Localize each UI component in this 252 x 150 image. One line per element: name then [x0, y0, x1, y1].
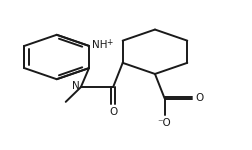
- Text: O: O: [109, 107, 117, 117]
- Text: ⁻O: ⁻O: [158, 118, 171, 128]
- Text: +: +: [106, 38, 112, 47]
- Text: O: O: [196, 93, 204, 103]
- Text: N: N: [72, 81, 80, 91]
- Text: NH: NH: [91, 40, 107, 50]
